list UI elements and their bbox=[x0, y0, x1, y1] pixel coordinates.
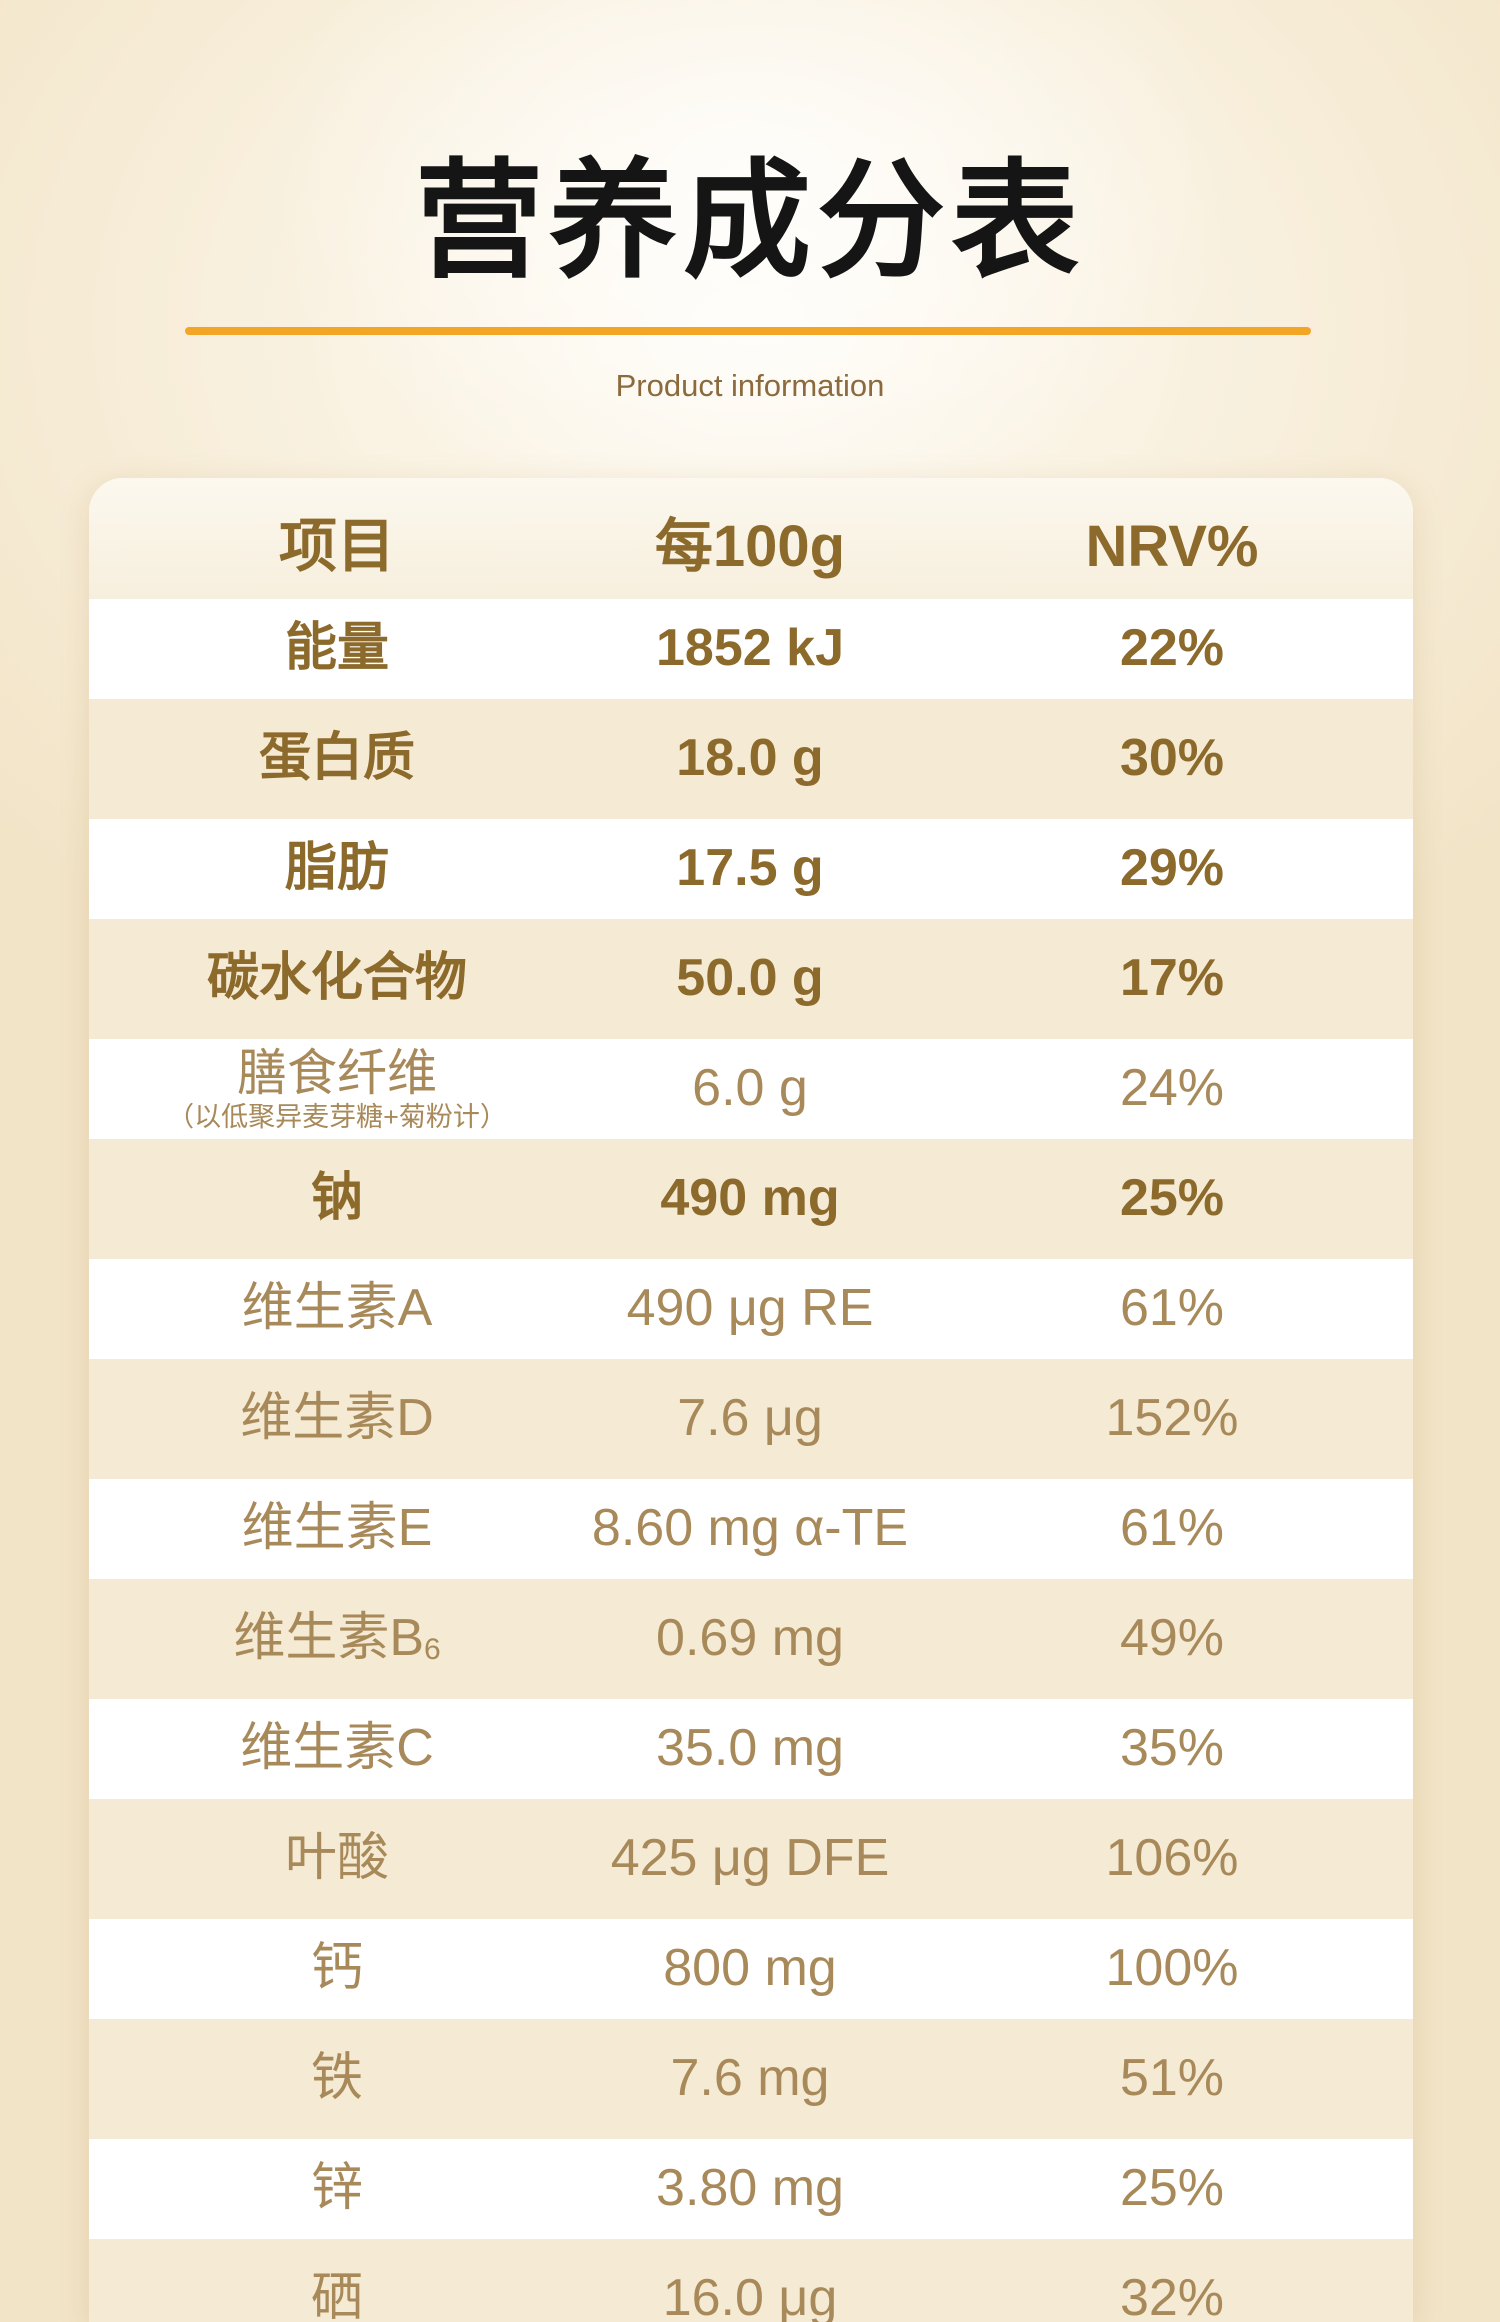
nrv-value: 106% bbox=[1105, 1829, 1239, 1888]
nrv-value: 49% bbox=[1119, 1609, 1225, 1668]
nutrient-name: 维生素A bbox=[241, 1279, 433, 1338]
title-accent-line bbox=[185, 327, 1311, 335]
amount-value: 17.5 g bbox=[676, 839, 824, 898]
amount-value: 425 μg DFE bbox=[610, 1829, 890, 1888]
amount-value: 35.0 mg bbox=[656, 1719, 844, 1778]
nutrient-name: 钙 bbox=[310, 1939, 363, 1998]
table-header-item: 项目 bbox=[278, 514, 395, 580]
amount-value: 7.6 μg bbox=[677, 1389, 823, 1448]
nutrient-row-vitamin-e: 维生素E 8.60 mg α-TE 61% bbox=[89, 1479, 1413, 1579]
nutrient-row-calcium: 钙 800 mg 100% bbox=[89, 1919, 1413, 2019]
nutrient-name: 蛋白质 bbox=[258, 729, 415, 788]
nutrient-name: 维生素D bbox=[240, 1389, 434, 1448]
nrv-value: 25% bbox=[1119, 1169, 1225, 1228]
nutrient-row-energy: 能量 1852 kJ 22% bbox=[89, 599, 1413, 699]
title-glow-decoration bbox=[250, 0, 1250, 520]
nutrient-name: 维生素B6 bbox=[233, 1609, 440, 1669]
nutrient-name: 碳水化合物 bbox=[206, 949, 467, 1008]
amount-value: 16.0 μg bbox=[662, 2269, 838, 2322]
amount-value: 6.0 g bbox=[692, 1059, 808, 1118]
amount-value: 7.6 mg bbox=[670, 2049, 830, 2108]
nutrient-row-vitamin-d: 维生素D 7.6 μg 152% bbox=[89, 1359, 1413, 1479]
nutrient-name: 能量 bbox=[284, 619, 389, 678]
nrv-value: 61% bbox=[1119, 1279, 1225, 1338]
nutrient-name: 硒 bbox=[310, 2269, 363, 2322]
nutrient-row-carbohydrate: 碳水化合物 50.0 g 17% bbox=[89, 919, 1413, 1039]
nutrient-name: 钠 bbox=[310, 1169, 363, 1228]
amount-value: 18.0 g bbox=[676, 729, 824, 788]
nrv-value: 152% bbox=[1105, 1389, 1239, 1448]
nutrient-name-subscript: 6 bbox=[424, 1633, 441, 1667]
table-header-row: 项目 每100g NRV% bbox=[89, 478, 1413, 599]
table-header-per-100g: 每100g bbox=[654, 514, 846, 580]
nutrient-name-block: 膳食纤维 （以低聚异麦芽糖+菊粉计） bbox=[117, 1039, 557, 1139]
nrv-value: 51% bbox=[1119, 2049, 1225, 2108]
nrv-value: 22% bbox=[1119, 619, 1225, 678]
nutrient-name: 维生素E bbox=[241, 1499, 433, 1558]
nutrient-row-sodium: 钠 490 mg 25% bbox=[89, 1139, 1413, 1259]
nrv-value: 32% bbox=[1119, 2269, 1225, 2322]
nutrient-name: 铁 bbox=[310, 2049, 363, 2108]
nutrient-name: 膳食纤维 bbox=[237, 1045, 437, 1101]
amount-value: 8.60 mg α-TE bbox=[591, 1499, 909, 1558]
nutrient-row-dietary-fiber: 膳食纤维 （以低聚异麦芽糖+菊粉计） 6.0 g 24% bbox=[89, 1039, 1413, 1139]
nrv-value: 24% bbox=[1119, 1059, 1225, 1118]
nutrient-name-note: （以低聚异麦芽糖+菊粉计） bbox=[167, 1102, 507, 1132]
nrv-value: 35% bbox=[1119, 1719, 1225, 1778]
nutrient-name: 脂肪 bbox=[284, 839, 389, 898]
nutrient-row-fat: 脂肪 17.5 g 29% bbox=[89, 819, 1413, 919]
amount-value: 490 μg RE bbox=[626, 1279, 874, 1338]
amount-value: 50.0 g bbox=[676, 949, 824, 1008]
nrv-value: 100% bbox=[1105, 1939, 1239, 1998]
nutrient-name: 维生素C bbox=[240, 1719, 434, 1778]
nutrient-row-folic-acid: 叶酸 425 μg DFE 106% bbox=[89, 1799, 1413, 1919]
nutrient-name-main: 维生素B bbox=[233, 1609, 424, 1668]
nrv-value: 29% bbox=[1119, 839, 1225, 898]
nrv-value: 17% bbox=[1119, 949, 1225, 1008]
nutrient-row-vitamin-b6: 维生素B6 0.69 mg 49% bbox=[89, 1579, 1413, 1699]
amount-value: 1852 kJ bbox=[656, 619, 844, 678]
nrv-value: 61% bbox=[1119, 1499, 1225, 1558]
table-header-nrv: NRV% bbox=[1085, 514, 1259, 580]
nutrient-name: 叶酸 bbox=[284, 1829, 389, 1888]
nutrient-row-vitamin-c: 维生素C 35.0 mg 35% bbox=[89, 1699, 1413, 1799]
page-subtitle: Product information bbox=[615, 368, 885, 403]
amount-value: 490 mg bbox=[660, 1169, 840, 1228]
nutrient-row-selenium: 硒 16.0 μg 32% bbox=[89, 2239, 1413, 2322]
amount-value: 3.80 mg bbox=[656, 2159, 844, 2218]
amount-value: 0.69 mg bbox=[656, 1609, 844, 1668]
nrv-value: 30% bbox=[1119, 729, 1225, 788]
nutrient-row-iron: 铁 7.6 mg 51% bbox=[89, 2019, 1413, 2139]
nutrient-row-protein: 蛋白质 18.0 g 30% bbox=[89, 699, 1413, 819]
nrv-value: 25% bbox=[1119, 2159, 1225, 2218]
nutrient-row-zinc: 锌 3.80 mg 25% bbox=[89, 2139, 1413, 2239]
page-title: 营养成分表 bbox=[414, 147, 1085, 296]
nutrient-row-vitamin-a: 维生素A 490 μg RE 61% bbox=[89, 1259, 1413, 1359]
amount-value: 800 mg bbox=[663, 1939, 837, 1998]
nutrition-table: 项目 每100g NRV% 能量 1852 kJ 22% 蛋白质 18.0 g … bbox=[89, 478, 1413, 2322]
nutrient-name: 锌 bbox=[310, 2159, 363, 2218]
nutrient-name-block: 维生素B6 bbox=[117, 1579, 557, 1699]
